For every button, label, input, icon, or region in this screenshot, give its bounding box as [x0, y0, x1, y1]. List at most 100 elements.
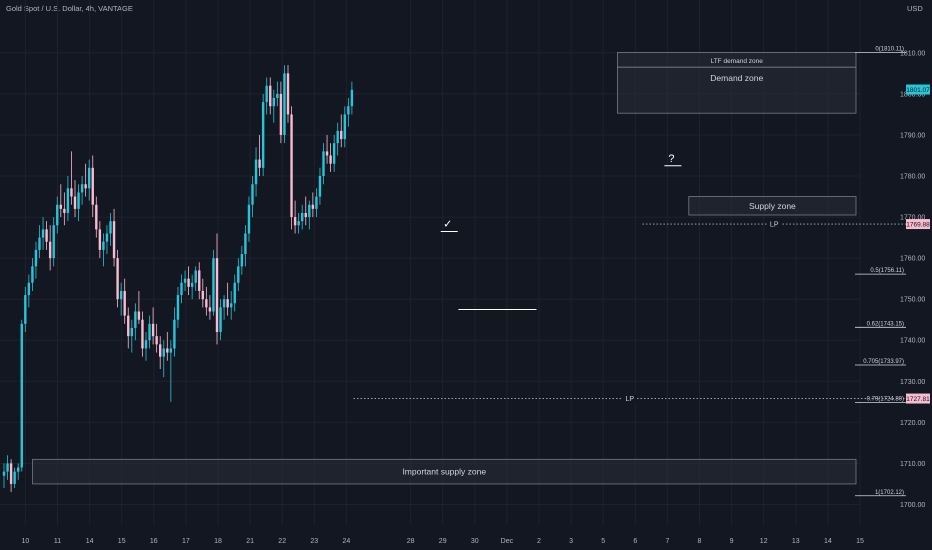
zone-label: LTF demand zone — [711, 58, 764, 65]
candle-body — [347, 106, 350, 115]
lp-label-bg — [622, 393, 637, 403]
candle-body — [251, 184, 254, 205]
zones-layer: LTF demand zone Demand zone Supply zone Imp… — [32, 51, 857, 485]
candle-body — [340, 130, 343, 140]
overlays-layer: 0(1810.11) 0.5(1756.11) 0.62(1743.15) 0.705… — [353, 46, 906, 497]
candle-body — [173, 319, 176, 349]
x-tick-label: 30 — [471, 538, 479, 545]
candle-body — [311, 204, 315, 209]
candle-body — [297, 221, 300, 226]
candle-body — [63, 208, 66, 213]
candle-body — [162, 348, 165, 357]
candle-body — [222, 299, 226, 308]
candle-body — [269, 85, 272, 107]
fib-label: 0.62(1743.15) — [867, 321, 904, 327]
candle-body — [180, 282, 183, 296]
x-tick-label: 5 — [601, 538, 605, 545]
candle-body — [194, 270, 197, 283]
x-tick-label: 12 — [760, 538, 768, 545]
y-tick-label: 1730.00 — [900, 379, 925, 386]
candle-body — [70, 188, 73, 197]
y-tick-label: 1740.00 — [900, 338, 925, 345]
candle-body — [137, 311, 141, 320]
candle-body — [318, 176, 322, 197]
candle-body — [183, 278, 187, 283]
candle-body — [261, 102, 265, 168]
symbol-title: Gold Spot / U.S. Dollar, 4h, VANTAGE — [6, 4, 133, 13]
y-tick-label: 1770.00 — [900, 215, 925, 222]
x-tick-label: 29 — [439, 538, 447, 545]
x-tick-label: 3 — [569, 538, 573, 545]
x-tick-label: 23 — [310, 538, 318, 545]
price-axis: 1810.00 1800.00 1790.00 1780.00 1770.00 1760.… — [900, 50, 930, 509]
candle-body — [258, 159, 261, 168]
candle-body — [329, 155, 332, 164]
fib-label: 0.705(1733.97) — [863, 359, 904, 365]
candle-body — [34, 249, 38, 267]
y-tick-label: 1790.00 — [900, 132, 925, 139]
candle-body — [279, 93, 283, 135]
candle-body — [325, 151, 329, 156]
zone-rect — [617, 66, 857, 114]
x-tick-label: 15 — [118, 538, 126, 545]
price-label-bg — [906, 84, 930, 95]
zone-rect — [688, 196, 857, 216]
candle-body — [176, 295, 180, 320]
candle-body — [119, 290, 123, 300]
candle-body — [219, 307, 222, 333]
fib-label: 1(1702.12) — [875, 490, 904, 496]
zone-label: Supply zone — [749, 201, 796, 211]
candle-body — [343, 114, 346, 140]
candle-body — [56, 204, 59, 226]
price-label-bg — [906, 393, 930, 404]
y-tick-label: 1780.00 — [900, 174, 925, 181]
x-tick-label: 13 — [792, 538, 800, 545]
candle-body — [6, 463, 9, 472]
candle-body — [123, 290, 126, 316]
y-tick-label: 1700.00 — [900, 502, 925, 509]
candle-body — [237, 266, 240, 283]
candle-body — [31, 266, 34, 283]
candle-body — [315, 196, 318, 209]
x-tick-label: 17 — [182, 538, 190, 545]
candle-body — [332, 143, 336, 164]
fib-label: 0.5(1756.11) — [870, 268, 904, 274]
y-tick-label: 1750.00 — [900, 297, 925, 304]
candle-body — [38, 237, 41, 250]
candle-body — [208, 307, 212, 312]
candle-body — [215, 258, 219, 333]
candle-body — [24, 295, 27, 324]
candle-body — [212, 258, 215, 312]
candle-body — [272, 98, 275, 107]
candle-body — [286, 73, 290, 115]
candle-body — [350, 89, 354, 107]
x-tick-label: 8 — [698, 538, 702, 545]
candle-body — [88, 167, 91, 189]
candle-body — [276, 93, 279, 99]
candle-body — [198, 270, 201, 291]
candle-body — [144, 340, 148, 349]
candle-body — [205, 299, 208, 308]
candle-body — [201, 290, 204, 300]
candle-body — [134, 311, 137, 328]
price-label-bg — [906, 219, 930, 230]
y-tick-label: 1720.00 — [900, 420, 925, 427]
zone-label: Demand zone — [710, 73, 763, 83]
candle-body — [116, 258, 119, 300]
candle-body — [13, 471, 16, 484]
candle-body — [84, 184, 87, 189]
candle-body — [151, 323, 155, 337]
x-tick-label: 14 — [824, 538, 832, 545]
candle-body — [2, 471, 6, 476]
candle-body — [112, 221, 116, 259]
candle-body — [17, 467, 20, 472]
candle-body — [45, 229, 48, 242]
candle-body — [91, 167, 94, 205]
candle-body — [265, 85, 268, 103]
lp-label: LP — [625, 396, 634, 403]
candle-body — [290, 114, 293, 218]
candle-body — [293, 217, 297, 226]
candle-body — [247, 204, 251, 234]
y-tick-label: 1810.00 — [900, 50, 925, 57]
